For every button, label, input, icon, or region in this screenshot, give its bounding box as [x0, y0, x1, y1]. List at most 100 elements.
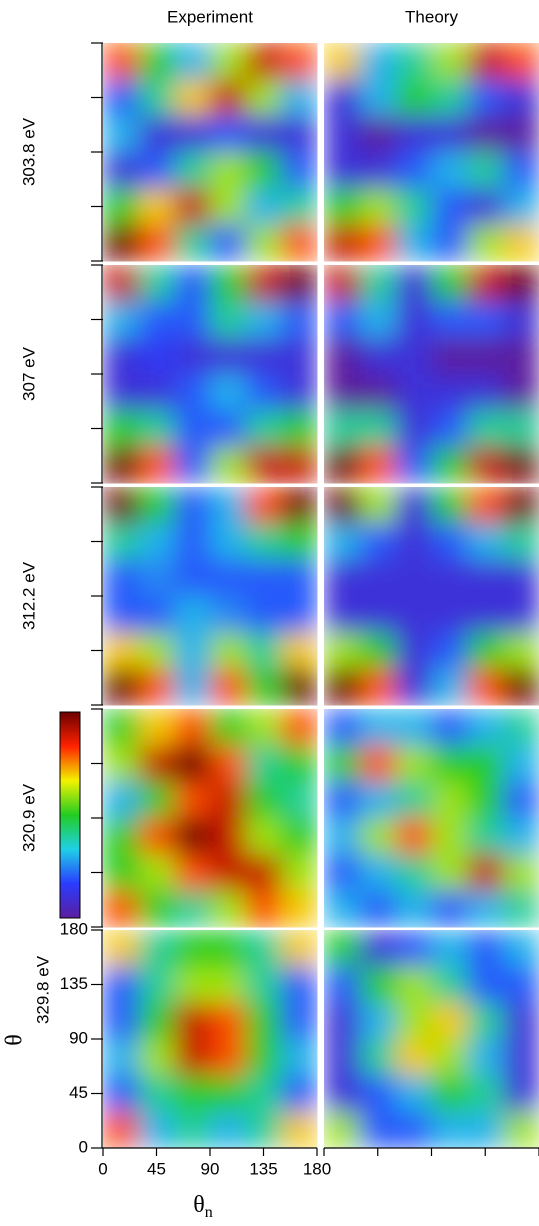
- heatmap-cell: [138, 1075, 175, 1113]
- x-tick-label: 0: [98, 1159, 107, 1178]
- heatmap-cell: [103, 709, 140, 746]
- heatmap-cell: [467, 632, 504, 670]
- heatmap-cell: [395, 374, 432, 411]
- heatmap-panel: [324, 487, 539, 706]
- heatmap-cell: [281, 1111, 318, 1149]
- heatmap-cell: [503, 890, 539, 928]
- heatmap-cell: [138, 1039, 175, 1076]
- heatmap-cell: [174, 265, 211, 302]
- heatmap-cell: [467, 79, 504, 117]
- heatmap-cell: [174, 523, 211, 561]
- heatmap-cell: [503, 818, 539, 855]
- heatmap-cell: [138, 487, 175, 524]
- heatmap-cell: [395, 301, 432, 339]
- heatmap-cell: [431, 1111, 468, 1149]
- heatmap-cell: [210, 152, 247, 189]
- heatmap-cell: [503, 930, 539, 967]
- heatmap-cell: [210, 1111, 247, 1149]
- heatmap-cell: [395, 43, 432, 80]
- heatmap-cell: [324, 709, 361, 746]
- heatmap-cell: [359, 115, 397, 153]
- heatmap-cell: [395, 487, 432, 524]
- row-label: 303.8 eV: [19, 117, 38, 186]
- heatmap-cell: [245, 966, 282, 1004]
- x-tick-label: 180: [303, 1159, 331, 1178]
- heatmap-cell: [359, 854, 397, 892]
- heatmap-cell: [503, 559, 539, 597]
- y-tick-label: 45: [69, 1083, 88, 1102]
- heatmap-cell: [281, 523, 318, 561]
- heatmap-cell: [138, 745, 175, 783]
- heatmap-cell: [210, 818, 247, 855]
- heatmap-cell: [324, 930, 361, 967]
- heatmap-cell: [103, 1075, 140, 1113]
- heatmap-cell: [281, 43, 318, 80]
- heatmap-cell: [174, 818, 211, 855]
- heatmap-cell: [359, 152, 397, 189]
- heatmap-cell: [359, 1111, 397, 1149]
- heatmap-cell: [138, 301, 175, 339]
- heatmap-cell: [467, 523, 504, 561]
- heatmap-cell: [210, 745, 247, 783]
- x-axis-title-main: θ: [193, 1192, 205, 1218]
- heatmap-cell: [359, 1002, 397, 1040]
- heatmap-cell: [467, 966, 504, 1004]
- heatmap-cell: [245, 79, 282, 117]
- heatmap-cell: [431, 410, 468, 448]
- heatmap-cell: [431, 265, 468, 302]
- heatmap-cell: [138, 410, 175, 448]
- heatmap-cell: [245, 1111, 282, 1149]
- heatmap-cell: [103, 966, 140, 1004]
- heatmap-cell: [503, 188, 539, 226]
- heatmap-panel: [103, 265, 318, 484]
- heatmap-cell: [138, 709, 175, 746]
- heatmap-cell: [503, 596, 539, 633]
- heatmap-panel: [103, 487, 318, 706]
- heatmap-cell: [395, 115, 432, 153]
- heatmap-cell: [431, 152, 468, 189]
- heatmap-cell: [467, 374, 504, 411]
- heatmap-cell: [431, 854, 468, 892]
- heatmap-cell: [324, 79, 361, 117]
- heatmap-cell: [210, 188, 247, 226]
- heatmap-cell: [281, 410, 318, 448]
- heatmap-cell: [359, 596, 397, 633]
- heatmap-cell: [138, 115, 175, 153]
- heatmap-cell: [503, 43, 539, 80]
- heatmap-cell: [245, 152, 282, 189]
- heatmap-cell: [210, 301, 247, 339]
- heatmap-cell: [210, 559, 247, 597]
- heatmap-cell: [467, 487, 504, 524]
- heatmap-cell: [281, 188, 318, 226]
- heatmap-cell: [359, 301, 397, 339]
- heatmap-cell: [503, 709, 539, 746]
- heatmap-cell: [503, 301, 539, 339]
- heatmap-cell: [103, 632, 140, 670]
- heatmap-cell: [138, 188, 175, 226]
- heatmap-cell: [138, 632, 175, 670]
- heatmap-cell: [467, 410, 504, 448]
- row-label: 312.2 eV: [19, 561, 38, 630]
- heatmap-cell: [245, 668, 282, 706]
- heatmap-cell: [245, 1075, 282, 1113]
- heatmap-cell: [103, 890, 140, 928]
- heatmap-cell: [103, 446, 140, 484]
- heatmap-cell: [103, 781, 140, 819]
- heatmap-cell: [210, 668, 247, 706]
- heatmap-cell: [503, 1002, 539, 1040]
- heatmap-cell: [395, 1075, 432, 1113]
- heatmap-cell: [359, 446, 397, 484]
- heatmap-cell: [138, 781, 175, 819]
- heatmap-cell: [103, 854, 140, 892]
- x-tick-label: 135: [249, 1159, 277, 1178]
- heatmap-cell: [431, 632, 468, 670]
- heatmap-cell: [359, 79, 397, 117]
- heatmap-cell: [503, 487, 539, 524]
- heatmap-cell: [281, 890, 318, 928]
- heatmap-cell: [103, 374, 140, 411]
- heatmap-cell: [431, 1039, 468, 1076]
- heatmap-cell: [174, 709, 211, 746]
- heatmap-cell: [431, 745, 468, 783]
- heatmap-cell: [103, 559, 140, 597]
- heatmap-cell: [324, 890, 361, 928]
